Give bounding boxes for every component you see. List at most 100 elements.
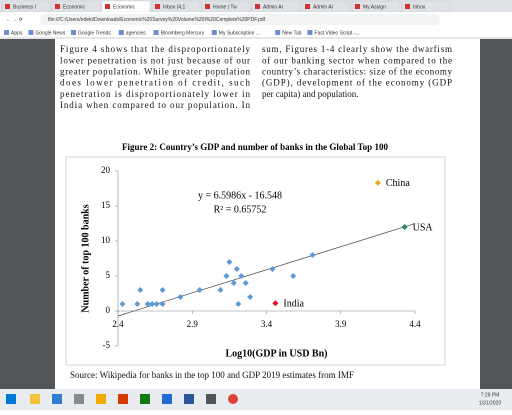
bookmark-icon[interactable] (71, 30, 76, 35)
point-label: India (283, 299, 304, 310)
point (137, 287, 144, 293)
bookmark-icon[interactable] (307, 30, 313, 35)
tab-title: Admin Ar (263, 4, 284, 10)
x-axis-label: Log10(GDP in USD Bn) (226, 348, 328, 359)
app-icon[interactable] (206, 394, 216, 404)
bookmark-icon[interactable] (275, 30, 281, 35)
bookmark[interactable]: agencies (126, 30, 147, 36)
y-tick-label: 10 (101, 235, 111, 245)
bookmark-icon[interactable] (28, 30, 34, 35)
app-icon[interactable] (118, 394, 128, 404)
point (153, 301, 160, 307)
bookmark[interactable]: New Tab (282, 30, 302, 36)
app-icon[interactable] (228, 394, 238, 404)
tab-favicon (355, 4, 360, 9)
point (223, 273, 230, 279)
tab-favicon (205, 4, 210, 9)
paragraph-line: per capita) and population. (262, 89, 358, 99)
start-button[interactable] (6, 394, 16, 404)
bookmarks: Apps Google News Google Trends agencies Bloo… (4, 30, 360, 36)
app-icon[interactable] (162, 394, 172, 404)
point (149, 301, 156, 307)
tab-favicon (405, 4, 410, 9)
point (159, 301, 166, 307)
y-axis-label: Number of top 100 banks (80, 204, 91, 312)
point (119, 301, 126, 307)
tab-title: My Assign (363, 4, 386, 10)
trendline (117, 223, 416, 317)
point (196, 287, 203, 293)
point-label: USA (413, 222, 434, 233)
app-icon[interactable] (96, 394, 106, 404)
app-icon[interactable] (140, 394, 150, 404)
tab-title: Business I (13, 4, 36, 10)
tab-favicon (305, 4, 310, 9)
point (159, 287, 166, 293)
point (144, 301, 151, 307)
point (233, 266, 240, 272)
app-icon[interactable] (52, 394, 62, 404)
document-text: Figure 4 shows that the disproportionate… (60, 44, 453, 110)
tab-title: Inbox (413, 4, 426, 10)
bookmark[interactable]: Fast Video Script -... (314, 30, 359, 36)
tab-favicon (105, 4, 110, 9)
tab-favicon (255, 4, 260, 9)
point (401, 224, 408, 230)
nav-buttons[interactable]: ← → ⟳ (6, 17, 24, 23)
tab-title: Economic (113, 4, 135, 10)
point (269, 266, 276, 272)
x-tick-label: 2.4 (112, 319, 124, 329)
y-tick-label: 5 (106, 270, 111, 280)
bookmark[interactable]: Google Trends (78, 30, 111, 36)
x-tick-label: 3.4 (261, 319, 273, 329)
paragraph-line: India when compared to our population. I… (60, 100, 251, 110)
point (242, 280, 249, 286)
bookmark[interactable]: Google News (35, 30, 66, 36)
chart: -5 0 5 10 15 20 2.4 2.9 3.4 3.9 4.4 Log10(GDP in US… (80, 165, 433, 359)
point (290, 273, 297, 279)
y-tick-label: 0 (106, 305, 111, 315)
x-tick-label: 2.9 (187, 319, 199, 329)
point (134, 301, 141, 307)
point (272, 300, 279, 307)
paragraph-line: (GDP), development of the economy (GDP (262, 78, 452, 88)
point (226, 259, 233, 265)
tab-favicon (155, 4, 160, 9)
paragraph-line: greater population. While greater popula… (60, 66, 250, 76)
y-tick-label: 20 (101, 165, 111, 175)
tab-title: Home | Tw (213, 4, 237, 10)
x-tick-label: 3.9 (335, 319, 347, 329)
clock-date: 1/31/2020 (479, 400, 501, 406)
paragraph-line: does lower penetration of credit, such (60, 78, 250, 88)
paragraph-line: lower penetration is not just because of… (60, 55, 250, 65)
address-bar[interactable] (40, 14, 440, 25)
tab-title: Admin Ar (313, 4, 334, 10)
bookmarks-bar (0, 27, 512, 38)
pdf-page (55, 39, 480, 389)
app-icon[interactable] (30, 394, 40, 404)
app-icon[interactable] (184, 394, 194, 404)
r-squared: R² = 0.65752 (214, 204, 267, 215)
source: Source: Wikipedia for banks in the top 1… (70, 370, 354, 380)
app-icon[interactable] (74, 394, 84, 404)
paragraph-line: country’s characteristics: size of the e… (262, 66, 453, 76)
bookmark-icon[interactable] (4, 30, 9, 35)
chart-title: Figure 2: Country’s GDP and number of ba… (122, 142, 388, 152)
bookmark-icon[interactable] (153, 30, 159, 35)
paragraph-line: sum, Figures 1-4 clearly show the dwarfi… (262, 44, 452, 54)
bookmark-icon[interactable] (211, 30, 217, 35)
y-tick-label: 15 (101, 200, 111, 210)
bookmark[interactable]: Apps (11, 30, 23, 36)
point (177, 294, 184, 300)
point-label: China (386, 178, 410, 189)
taskbar-icons (6, 394, 238, 404)
point (247, 294, 254, 300)
tab-favicon (55, 4, 60, 9)
chart-frame (65, 156, 446, 366)
bookmark[interactable]: Bloomberg Mercury (161, 30, 205, 36)
bookmark[interactable]: My Subscription ... (219, 30, 260, 36)
paragraph-line: of our banking sector when compared to t… (262, 55, 452, 65)
bookmark-icon[interactable] (118, 30, 124, 35)
